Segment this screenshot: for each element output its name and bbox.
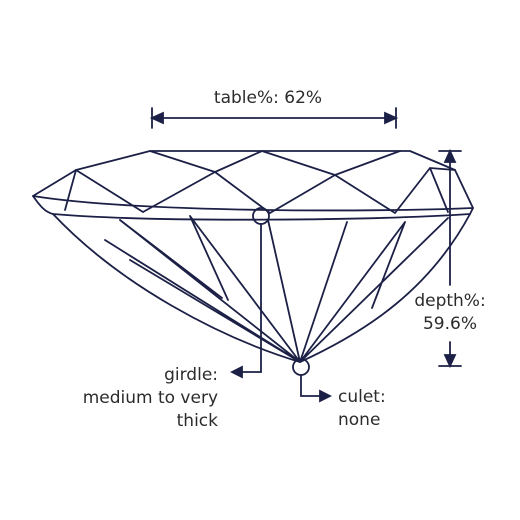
measurement-annotations — [149, 107, 462, 403]
culet-label: culet: none — [338, 386, 386, 432]
depth-arrow-bottom-head — [443, 354, 457, 369]
girdle-value-line-2: thick — [176, 411, 218, 431]
table-percent-label: table%: 62% — [213, 88, 323, 108]
diamond-outline — [32, 150, 474, 363]
pavilion-outline — [52, 213, 471, 363]
girdle-leader-line — [239, 223, 262, 373]
culet-leader-line — [300, 374, 323, 397]
table-arrow-right-head — [384, 111, 399, 125]
girdle-band — [32, 195, 474, 221]
culet-title: culet: — [338, 387, 386, 407]
girdle-label: girdle: medium to very thick — [83, 364, 218, 433]
depth-title: depth%: — [414, 291, 486, 311]
pavilion-facets — [104, 215, 449, 363]
depth-arrow-top-head — [443, 148, 457, 163]
crown-outline — [32, 150, 474, 209]
girdle-title: girdle: — [164, 365, 218, 385]
table-arrow-left-head — [149, 111, 164, 125]
girdle-value-line-1: medium to very — [82, 388, 218, 408]
girdle-leader-arrowhead — [229, 365, 243, 379]
crown-facets — [64, 150, 456, 214]
depth-value: 59.6% — [422, 314, 477, 334]
culet-value: none — [338, 410, 381, 430]
culet-leader-arrowhead — [319, 389, 333, 403]
depth-percent-label: depth%: 59.6% — [405, 290, 495, 336]
